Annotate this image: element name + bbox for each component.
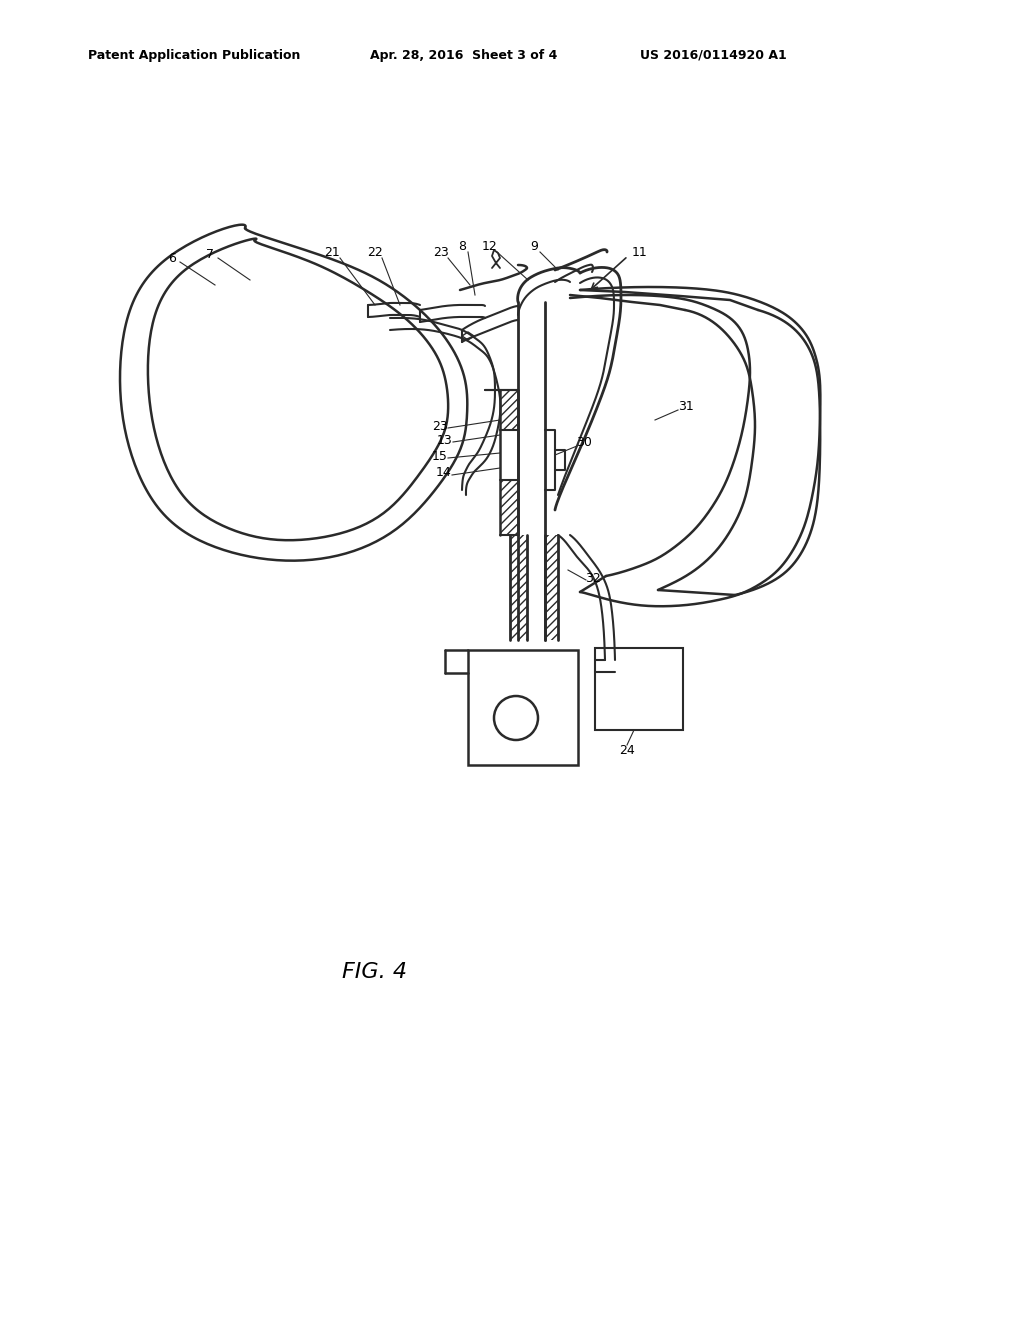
Text: Apr. 28, 2016  Sheet 3 of 4: Apr. 28, 2016 Sheet 3 of 4 xyxy=(370,49,557,62)
Text: Patent Application Publication: Patent Application Publication xyxy=(88,49,300,62)
Bar xyxy=(500,480,518,535)
Text: 31: 31 xyxy=(678,400,694,413)
Text: 6: 6 xyxy=(168,252,176,264)
Text: 23: 23 xyxy=(432,420,447,433)
Bar xyxy=(468,649,578,766)
Bar xyxy=(468,649,578,766)
Bar xyxy=(500,389,518,430)
Text: 22: 22 xyxy=(368,247,383,260)
Text: US 2016/0114920 A1: US 2016/0114920 A1 xyxy=(640,49,786,62)
Text: 23: 23 xyxy=(433,247,449,260)
Text: FIG. 4: FIG. 4 xyxy=(342,962,408,982)
Text: 14: 14 xyxy=(436,466,452,479)
Bar xyxy=(545,535,558,640)
Text: 11: 11 xyxy=(632,246,648,259)
Bar xyxy=(510,535,527,640)
Text: 30: 30 xyxy=(577,437,592,450)
Text: 21: 21 xyxy=(325,247,340,260)
Text: 13: 13 xyxy=(437,433,453,446)
Text: 15: 15 xyxy=(432,450,447,462)
Bar xyxy=(595,648,683,730)
Text: 8: 8 xyxy=(458,240,466,253)
Text: 24: 24 xyxy=(620,743,635,756)
Circle shape xyxy=(494,696,538,741)
Text: 12: 12 xyxy=(482,240,498,253)
Text: 9: 9 xyxy=(530,240,538,253)
Text: 32: 32 xyxy=(585,572,601,585)
Text: 7: 7 xyxy=(206,248,214,260)
